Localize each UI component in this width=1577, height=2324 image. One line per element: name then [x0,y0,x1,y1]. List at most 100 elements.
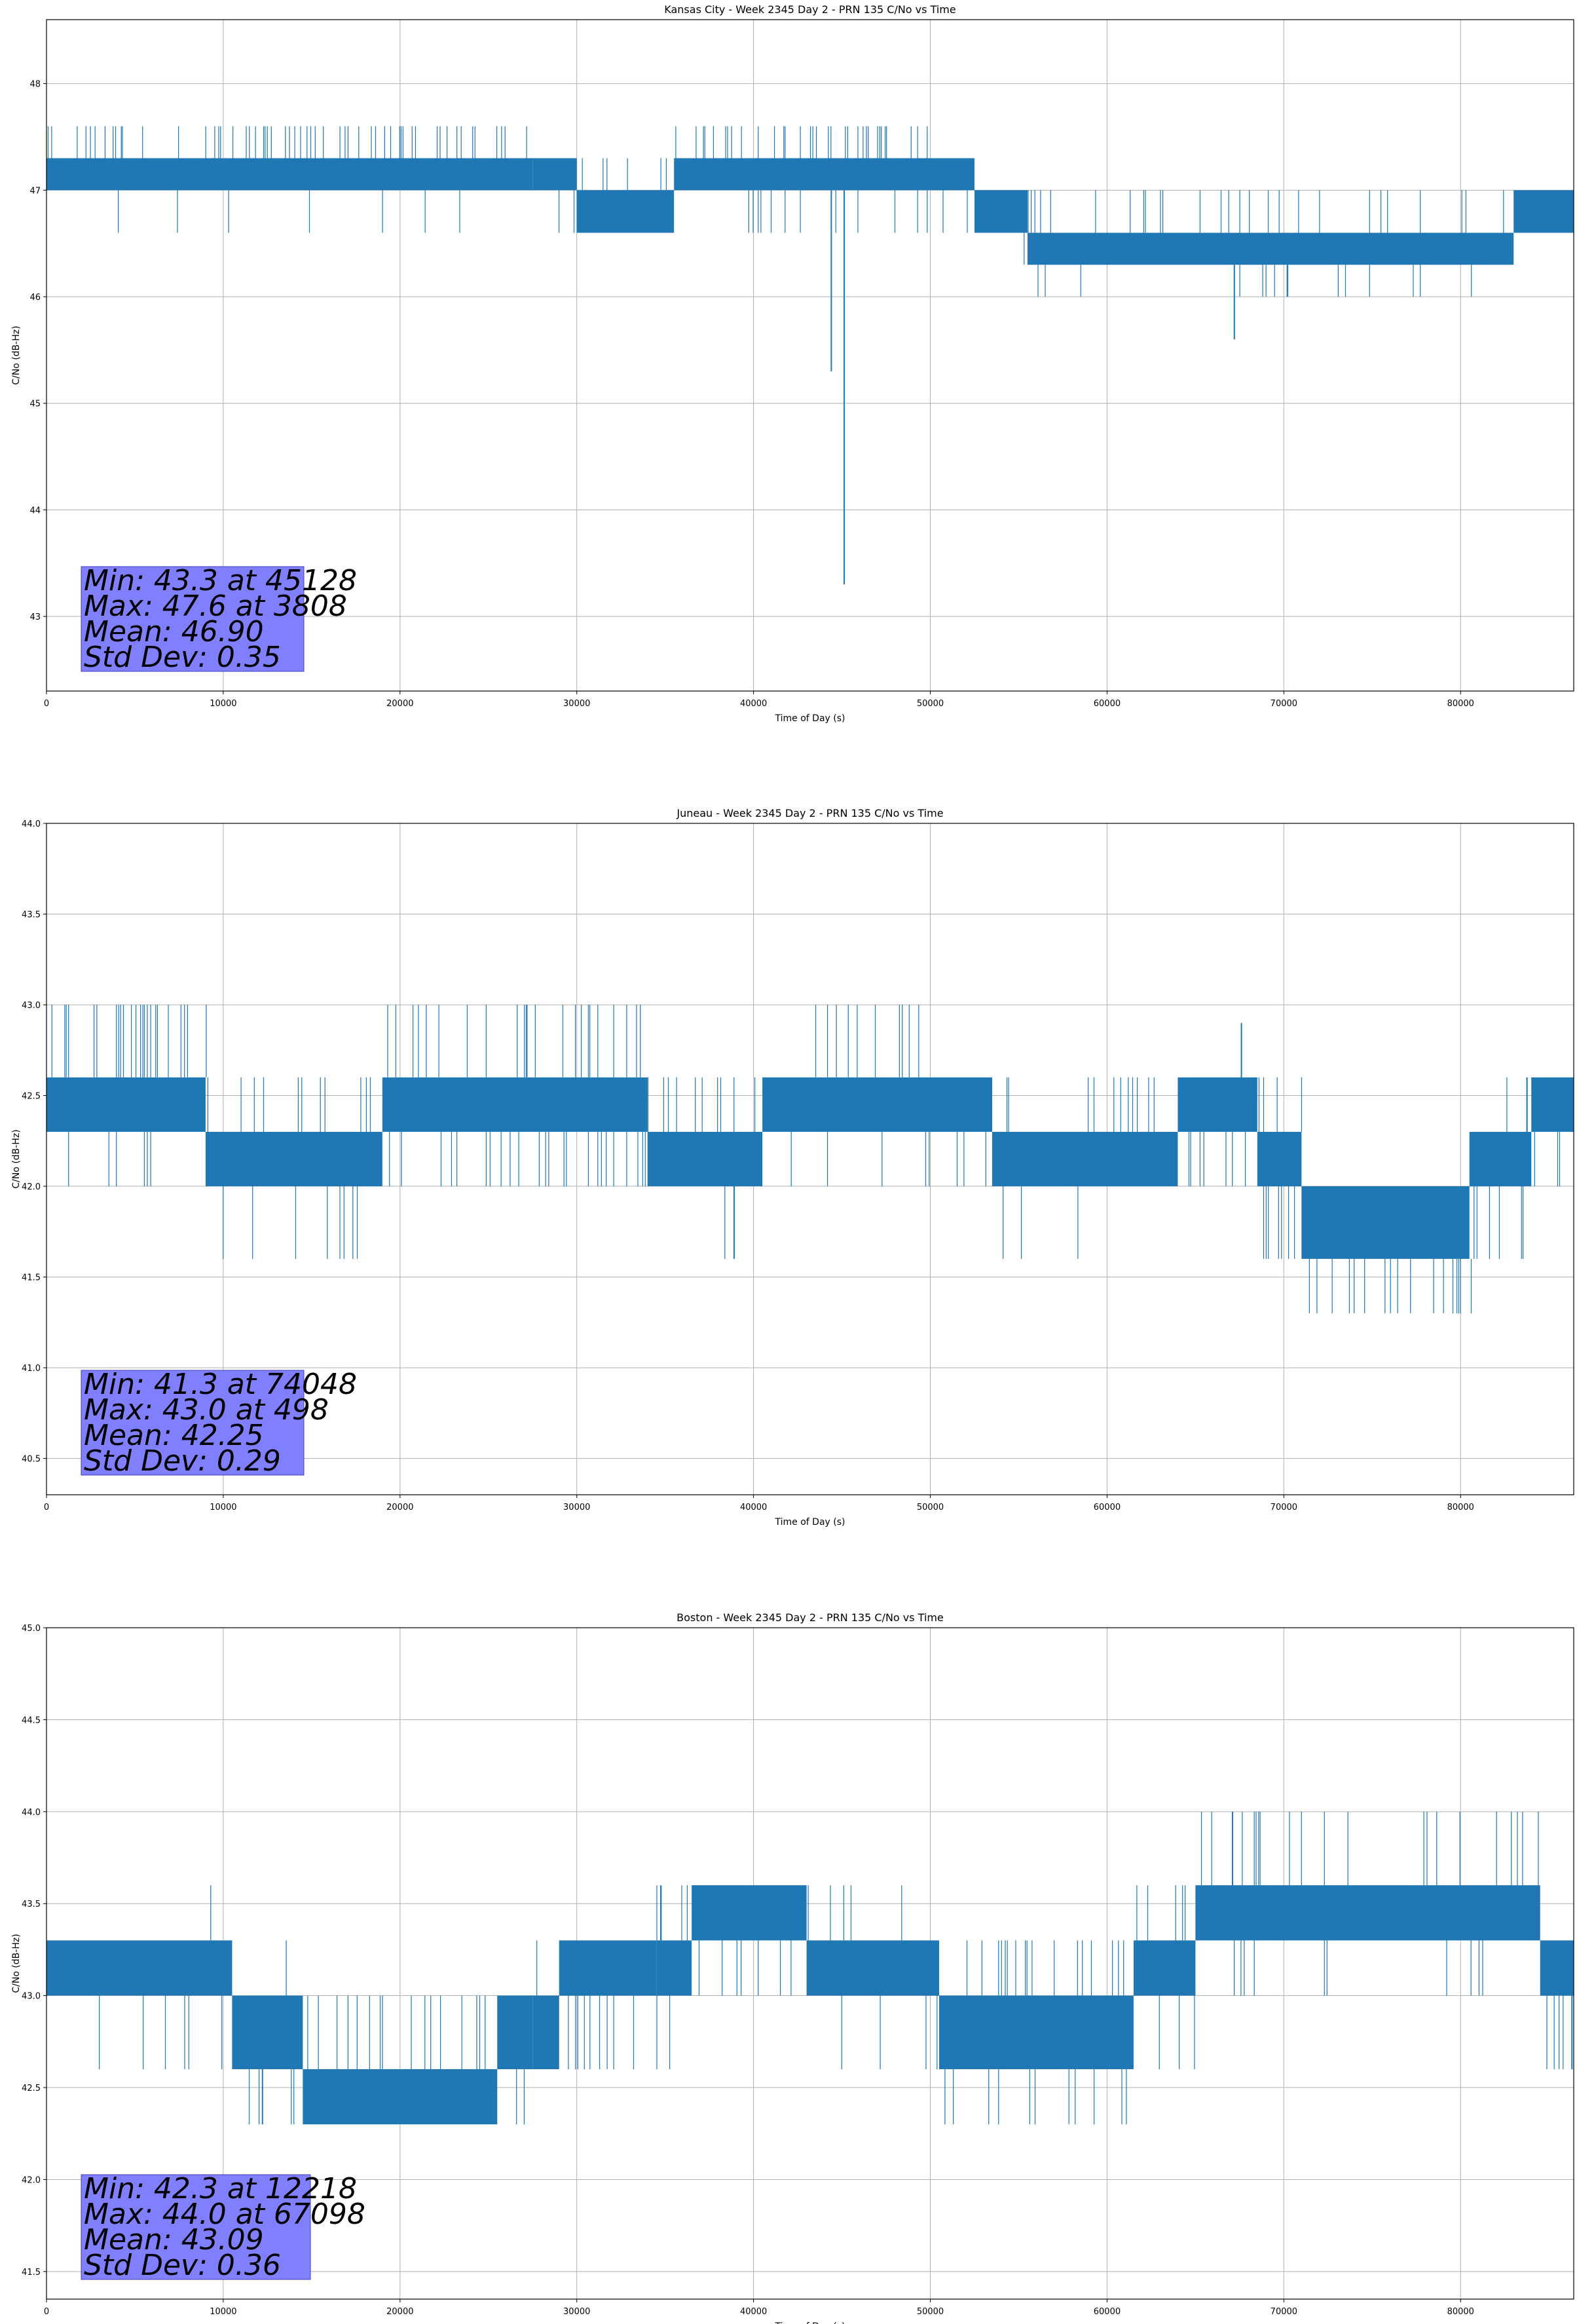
y-tick-label: 41.5 [22,2268,41,2277]
x-tick-label: 0 [44,2307,49,2317]
chart-title: Juneau - Week 2345 Day 2 - PRN 135 C/No … [676,807,943,819]
series-trace [1003,1077,1155,1259]
series-band [1133,1940,1196,1996]
series-band [303,2069,498,2125]
x-axis-label: Time of Day (s) [775,1517,845,1527]
y-tick-label: 44.0 [22,1808,41,1818]
series-band [692,1885,807,1941]
y-tick-label: 40.5 [22,1455,41,1465]
x-tick-label: 20000 [386,1503,413,1512]
x-tick-label: 0 [44,1503,49,1512]
series-band [559,1940,657,1996]
series-trace [1201,1811,1539,1996]
x-tick-label: 50000 [917,1503,944,1512]
x-tick-label: 40000 [740,2307,767,2317]
x-tick-label: 80000 [1447,699,1474,709]
series-band [1257,1131,1302,1187]
stats-line: Min: 41.3 at 74048 [84,1368,357,1401]
y-axis-label: C/No (dB-Hz) [11,1129,22,1188]
y-tick-label: 45 [29,400,41,409]
x-tick-label: 30000 [563,1503,590,1512]
series-trace [942,190,968,233]
series-band [382,1077,648,1132]
series-band [497,1995,533,2069]
x-tick-label: 80000 [1447,1503,1474,1512]
series-trace [807,1885,938,2069]
series-band [46,158,533,191]
axes-frame [46,19,1574,692]
stats-line: Min: 43.3 at 45128 [84,564,357,597]
series-trace [1188,1131,1246,1187]
series-fill [46,1885,1574,2125]
x-tick-label: 70000 [1271,2307,1297,2317]
x-axis-label: Time of Day (s) [775,2321,845,2324]
series-spikes [99,1811,1573,2125]
x-tick-label: 50000 [917,699,944,709]
y-tick-label: 42.0 [22,2175,41,2185]
series-band [46,1940,232,1996]
x-tick-label: 70000 [1271,1503,1297,1512]
stats-line: Max: 47.6 at 3808 [84,590,347,623]
stats-line: Std Dev: 0.29 [84,1444,281,1478]
series-band [232,1995,303,2069]
series-band [656,1940,692,1996]
chart-title: Boston - Week 2345 Day 2 - PRN 135 C/No … [677,1611,944,1624]
y-tick-label: 41.5 [22,1273,41,1283]
x-tick-label: 60000 [1094,699,1121,709]
y-axis-label: C/No (dB-Hz) [11,326,22,384]
series-band [939,1995,1134,2069]
series-band [1178,1077,1257,1132]
y-axis-label: C/No (dB-Hz) [11,1934,22,1993]
x-tick-label: 50000 [917,2307,944,2317]
series-band [930,158,975,191]
y-tick-label: 46 [29,293,41,303]
y-tick-label: 42.5 [22,2084,41,2093]
series-trace [387,1005,646,1187]
y-tick-label: 47 [29,186,41,196]
series-band [532,158,577,191]
y-axis: 43 44 45 46 47 48 [29,80,46,622]
series-spikes [51,1005,1561,1313]
series-spikes [47,126,1515,585]
series-band [46,1077,206,1132]
stats-box [81,2174,311,2280]
series-band [1513,190,1574,233]
x-tick-label: 10000 [210,699,236,709]
x-tick-label: 60000 [1094,2307,1121,2317]
series-trace [207,1077,371,1259]
series-trace [1474,1077,1528,1259]
axes-frame [46,1627,1574,2300]
series-trace [582,158,667,191]
x-tick-label: 40000 [740,1503,767,1512]
series-band [939,1077,993,1132]
stats-line: Mean: 43.09 [84,2223,264,2257]
y-tick-label: 42.0 [22,1182,41,1192]
series-trace [99,1885,223,2069]
series-trace [559,190,578,233]
x-tick-label: 40000 [740,699,767,709]
x-tick-label: 60000 [1094,1503,1121,1512]
y-axis: 40.5 41.0 41.5 42.0 42.5 43.0 43.5 44.0 [22,819,46,1465]
series-band [1469,1131,1532,1187]
y-tick-label: 43 [29,612,41,622]
series-trace [956,1131,986,1187]
series-band [1531,1077,1574,1132]
y-tick-label: 43.5 [22,1900,41,1909]
series-band [992,1131,1178,1187]
series-band [1540,1940,1574,1996]
series-band [576,190,675,233]
y-tick-label: 43.0 [22,1992,41,2002]
x-tick-label: 10000 [210,1503,236,1512]
series-trace [656,1885,688,2069]
axes-frame [46,823,1574,1495]
chart-1: 0 10000 20000 30000 40000 50000 60000 70000 8000… [11,3,1574,724]
x-axis: 0 10000 20000 30000 40000 50000 60000 70000 8000… [44,1495,1474,1512]
series-band [674,158,931,191]
series-trace [516,2069,525,2125]
chart-3: 0 10000 20000 30000 40000 50000 60000 70000 8000… [11,1611,1574,2324]
y-tick-label: 43.0 [22,1001,41,1011]
